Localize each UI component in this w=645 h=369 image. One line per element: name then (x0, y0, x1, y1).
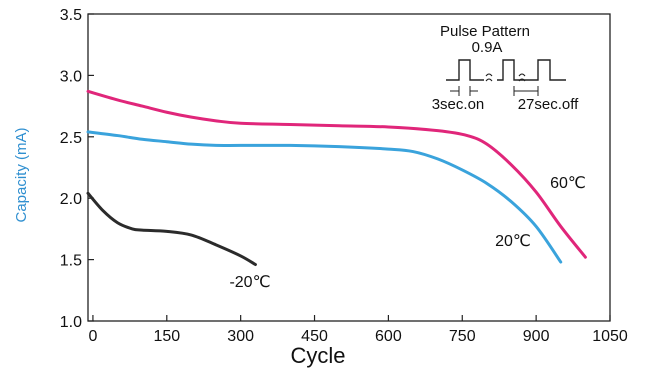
y-axis-ticks: 1.0 1.5 2.0 2.5 3.0 3.5 (60, 7, 94, 331)
off-time-dimension (513, 86, 539, 96)
y-tick-label: 3.5 (60, 7, 82, 24)
pulse-pattern-inset: Pulse Pattern 0.9A 3sec.on 27sec.off (432, 23, 579, 113)
series-labels: 60℃ 20℃ -20℃ (229, 175, 585, 291)
series-label-0: 60℃ (550, 175, 586, 192)
pulse-waveform (446, 59, 566, 81)
x-tick-label: 150 (153, 328, 180, 345)
x-tick-label: 300 (227, 328, 254, 345)
x-tick-label: 900 (523, 328, 550, 345)
series-label-2: -20℃ (229, 274, 270, 291)
series-lines (86, 89, 587, 267)
pulse-break-mark (485, 73, 526, 82)
y-tick-label: 1.0 (60, 314, 82, 331)
x-axis-title: Cycle (290, 343, 345, 368)
series-line-1 (86, 130, 563, 264)
series-label-1: 20℃ (495, 233, 531, 250)
y-axis-title: Capacity (mA) (13, 127, 30, 222)
plot-frame (87, 13, 611, 322)
plot-area (87, 13, 611, 322)
series-line-2 (86, 191, 257, 267)
series-line-0 (86, 89, 587, 259)
inset-current-label: 0.9A (472, 39, 503, 56)
y-tick-label: 2.0 (60, 191, 82, 208)
x-tick-label: 450 (301, 328, 328, 345)
x-tick-label: 0 (88, 328, 97, 345)
inset-on-label: 3sec.on (432, 96, 485, 113)
y-tick-label: 2.5 (60, 130, 82, 147)
x-tick-label: 600 (375, 328, 402, 345)
on-time-dimension (450, 86, 478, 96)
x-tick-label: 750 (449, 328, 476, 345)
inset-off-label: 27sec.off (518, 96, 579, 113)
y-tick-label: 3.0 (60, 68, 82, 85)
x-tick-label: 1050 (592, 328, 628, 345)
y-tick-label: 1.5 (60, 253, 82, 270)
inset-title: Pulse Pattern (440, 23, 530, 40)
x-axis-ticks: 0 150 300 450 600 750 900 1050 (88, 315, 628, 345)
